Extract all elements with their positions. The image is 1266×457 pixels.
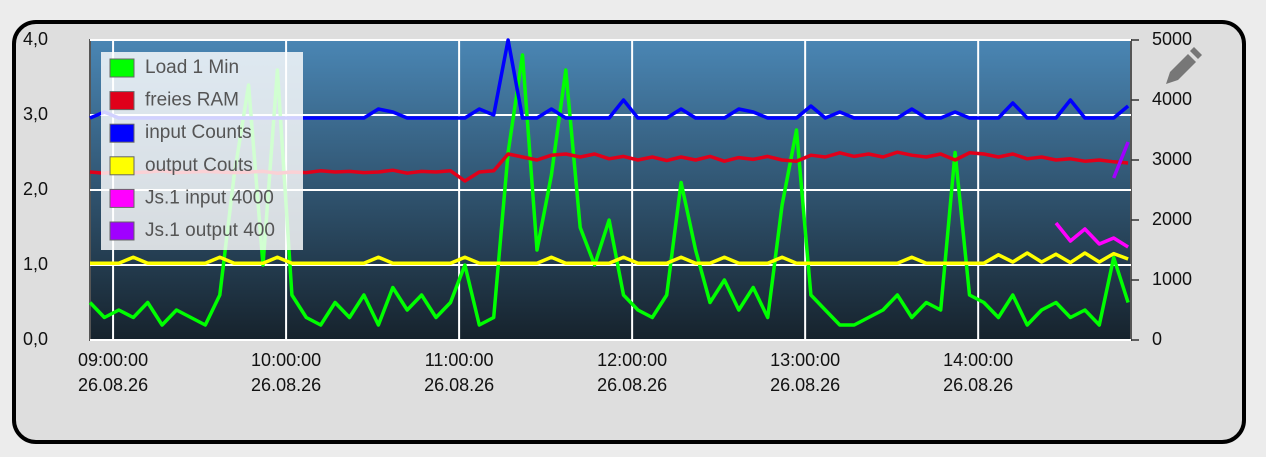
legend: Load 1 Min freies RAM input Counts output C…	[101, 52, 303, 250]
legend-box	[101, 52, 303, 250]
legend-swatch	[109, 123, 135, 143]
x-tick-label: 26.08.26	[78, 375, 148, 395]
legend-label: Js.1 input 4000	[145, 187, 274, 208]
ticks: 09:00:00 26.08.26 10:00:00 26.08.26 11:00:00…	[23, 29, 1192, 395]
series-line	[90, 251, 1129, 265]
y-tick-label: 0,0	[23, 329, 48, 349]
x-tick-label: 14:00:00	[943, 350, 1013, 370]
y-tick-label: 4,0	[23, 29, 48, 49]
edit-icon[interactable]	[1166, 47, 1202, 84]
series-line	[1112, 141, 1130, 179]
y-tick-label: 3,0	[23, 104, 48, 124]
x-tick-label: 12:00:00	[597, 350, 667, 370]
x-tick-label: 26.08.26	[597, 375, 667, 395]
legend-label: Load 1 Min	[145, 57, 239, 78]
x-tick-label: 11:00:00	[425, 350, 494, 370]
y2-tick-label: 0	[1152, 329, 1162, 349]
x-tick-label: 26.08.26	[424, 375, 494, 395]
y-tick-label: 2,0	[23, 179, 48, 199]
x-tick-label: 26.08.26	[943, 375, 1013, 395]
y2-tick-label: 5000	[1152, 29, 1192, 49]
y2-tick-label: 1000	[1152, 269, 1192, 289]
x-tick-label: 13:00:00	[770, 350, 840, 370]
legend-swatch	[109, 58, 135, 78]
y2-tick-label: 3000	[1152, 149, 1192, 169]
legend-label: input Counts	[145, 122, 252, 143]
legend-label: output Couts	[145, 155, 253, 176]
legend-swatch	[109, 91, 135, 111]
series-line	[88, 53, 1130, 327]
legend-label: freies RAM	[145, 90, 239, 111]
series-line	[1054, 221, 1130, 249]
x-tick-label: 26.08.26	[251, 375, 321, 395]
y2-tick-label: 2000	[1152, 209, 1192, 229]
legend-swatch	[109, 156, 135, 176]
legend-label: Js.1 output 400	[145, 220, 275, 241]
x-tick-label: 09:00:00	[78, 350, 148, 370]
x-tick-label: 26.08.26	[770, 375, 840, 395]
y-tick-label: 1,0	[23, 254, 48, 274]
legend-swatch	[109, 188, 135, 208]
legend-swatch	[109, 221, 135, 241]
x-tick-label: 10:00:00	[251, 350, 321, 370]
y2-tick-label: 4000	[1152, 89, 1192, 109]
